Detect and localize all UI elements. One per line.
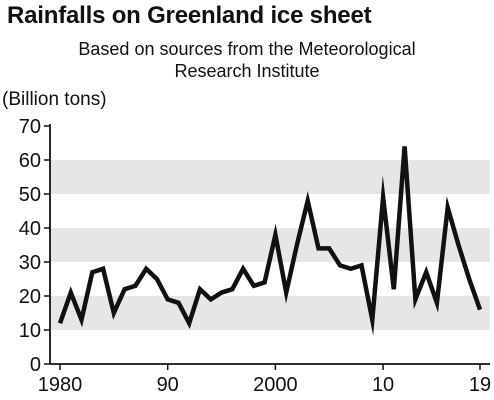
- y-tick-label: 10: [19, 320, 41, 342]
- y-axis-ticks: 0 10 20 30 40 50 60 70: [19, 116, 50, 376]
- y-tick-label: 60: [19, 150, 41, 172]
- y-tick-label: 70: [19, 116, 41, 138]
- chart-title: Rainfalls on Greenland ice sheet: [7, 2, 372, 29]
- y-tick-label: 30: [19, 252, 41, 274]
- axes: [49, 124, 490, 365]
- x-axis-ticks: 1980 90 2000 10 19: [38, 364, 491, 396]
- series: [57, 146, 483, 336]
- x-tick-label: 10: [372, 374, 394, 396]
- x-tick-label: 90: [157, 374, 179, 396]
- x-tick-label: 2000: [253, 374, 298, 396]
- y-unit-label: (Billion tons): [2, 89, 107, 110]
- subtitle-line-1: Based on sources from the Meteorological: [78, 39, 416, 59]
- grid-band: [50, 160, 490, 194]
- subtitle-line-2: Research Institute: [174, 61, 320, 81]
- chart-subtitle: Based on sources from the Meteorological…: [0, 38, 494, 82]
- y-tick-label: 0: [30, 354, 41, 376]
- x-tick-label: 19: [469, 374, 491, 396]
- y-tick-label: 20: [19, 286, 41, 308]
- x-tick-label: 1980: [38, 374, 83, 396]
- y-tick-label: 40: [19, 218, 41, 240]
- series-line: [57, 146, 483, 336]
- y-tick-label: 50: [19, 184, 41, 206]
